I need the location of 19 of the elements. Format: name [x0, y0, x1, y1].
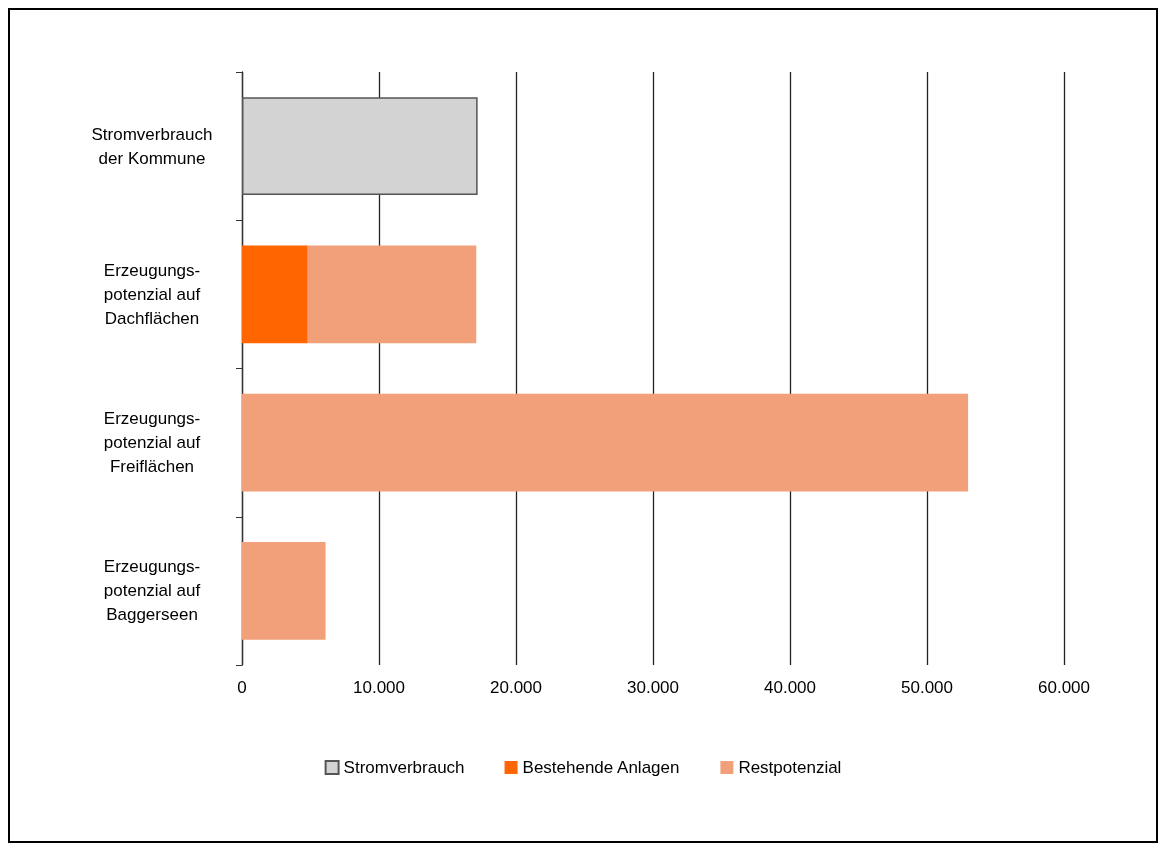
x-tick-label: 30.000 — [627, 678, 679, 697]
y-tick-label: Erzeugungs- potenzial auf Dachflächen — [103, 260, 201, 328]
legend-label: Stromverbrauch — [343, 758, 465, 777]
x-tick-label: 10.000 — [353, 678, 405, 697]
bar — [307, 245, 477, 344]
bar — [242, 541, 326, 640]
legend-label: Restpotenzial — [738, 758, 842, 777]
y-tick-label: Erzeugungs- potenzial auf Freiflächen — [103, 409, 201, 477]
bar — [242, 393, 969, 492]
x-tick-label: 40.000 — [764, 678, 816, 697]
x-tick-label: 50.000 — [901, 678, 953, 697]
y-tick-label: Erzeugungs- potenzial auf Baggerseen — [103, 557, 201, 625]
x-tick-label: 0 — [237, 678, 247, 697]
bar — [242, 97, 478, 196]
legend-label: Bestehende Anlagen — [522, 758, 680, 777]
bar — [242, 245, 308, 344]
y-tick-label: Stromverbrauch der Kommune — [91, 124, 213, 168]
x-tick-label: 20.000 — [490, 678, 542, 697]
x-tick-label: 60.000 — [1038, 678, 1090, 697]
